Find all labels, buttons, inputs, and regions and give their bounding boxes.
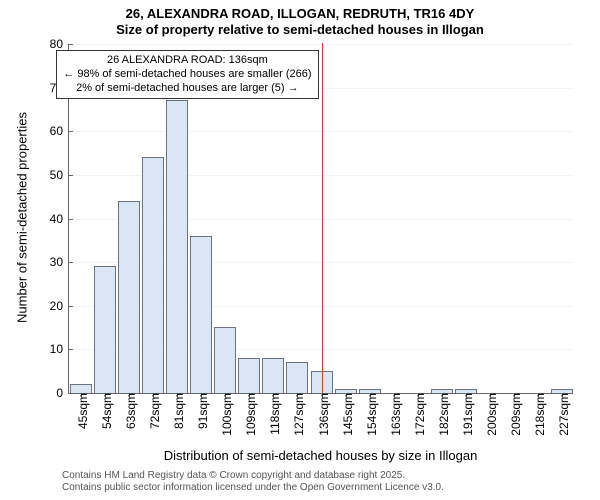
y-tick-label: 30 <box>50 255 69 269</box>
y-tick-label: 40 <box>50 212 69 226</box>
y-tick-label: 10 <box>50 342 69 356</box>
x-tick-label: 172sqm <box>409 393 427 436</box>
histogram-bar <box>214 327 236 393</box>
x-tick-label: 109sqm <box>240 393 258 436</box>
x-tick-label: 100sqm <box>216 393 234 436</box>
y-tick-label: 60 <box>50 124 69 138</box>
histogram-bar <box>551 389 573 393</box>
x-tick-label: 182sqm <box>433 393 451 436</box>
footer-line-2: Contains public sector information licen… <box>62 482 444 494</box>
histogram-bar <box>118 201 140 394</box>
histogram-bar <box>455 389 477 393</box>
y-tick-label: 50 <box>50 168 69 182</box>
plot-area: 0102030405060708045sqm54sqm63sqm72sqm81s… <box>68 44 573 394</box>
x-tick-label: 191sqm <box>457 393 475 436</box>
x-tick-label: 91sqm <box>192 393 210 429</box>
chart-title: 26, ALEXANDRA ROAD, ILLOGAN, REDRUTH, TR… <box>0 0 600 39</box>
x-tick-label: 154sqm <box>361 393 379 436</box>
histogram-bar <box>238 358 260 393</box>
x-tick-label: 127sqm <box>288 393 306 436</box>
histogram-bar <box>190 236 212 394</box>
footer-attribution: Contains HM Land Registry data © Crown c… <box>62 470 444 494</box>
histogram-bar <box>431 389 453 393</box>
property-size-histogram: 26, ALEXANDRA ROAD, ILLOGAN, REDRUTH, TR… <box>0 0 600 500</box>
title-line-2: Size of property relative to semi-detach… <box>0 22 600 38</box>
y-axis-label: Number of semi-detached properties <box>15 98 30 338</box>
reference-annotation: 26 ALEXANDRA ROAD: 136sqm← 98% of semi-d… <box>56 50 318 99</box>
reference-line <box>322 43 323 393</box>
histogram-bar <box>335 389 357 393</box>
histogram-bar <box>142 157 164 393</box>
annotation-line: 2% of semi-detached houses are larger (5… <box>63 82 311 96</box>
footer-line-1: Contains HM Land Registry data © Crown c… <box>62 470 444 482</box>
x-tick-label: 163sqm <box>385 393 403 436</box>
x-tick-label: 81sqm <box>168 393 186 429</box>
x-tick-label: 63sqm <box>120 393 138 429</box>
x-tick-label: 218sqm <box>529 393 547 436</box>
x-tick-label: 200sqm <box>481 393 499 436</box>
histogram-bar <box>70 384 92 393</box>
x-tick-label: 72sqm <box>144 393 162 429</box>
x-tick-label: 209sqm <box>505 393 523 436</box>
histogram-bar <box>359 389 381 393</box>
x-tick-label: 45sqm <box>72 393 90 429</box>
x-tick-label: 54sqm <box>96 393 114 429</box>
title-line-1: 26, ALEXANDRA ROAD, ILLOGAN, REDRUTH, TR… <box>0 6 600 22</box>
y-tick-label: 20 <box>50 299 69 313</box>
x-tick-label: 227sqm <box>553 393 571 436</box>
annotation-line: 26 ALEXANDRA ROAD: 136sqm <box>63 54 311 68</box>
histogram-bar <box>94 266 116 393</box>
y-tick-label: 80 <box>50 37 69 51</box>
y-tick-label: 0 <box>56 386 69 400</box>
x-tick-label: 145sqm <box>337 393 355 436</box>
histogram-bar <box>166 100 188 393</box>
x-tick-label: 136sqm <box>313 393 331 436</box>
x-axis-label: Distribution of semi-detached houses by … <box>68 448 573 463</box>
annotation-line: ← 98% of semi-detached houses are smalle… <box>63 68 311 82</box>
histogram-bar <box>286 362 308 393</box>
x-tick-label: 118sqm <box>264 393 282 435</box>
histogram-bar <box>262 358 284 393</box>
